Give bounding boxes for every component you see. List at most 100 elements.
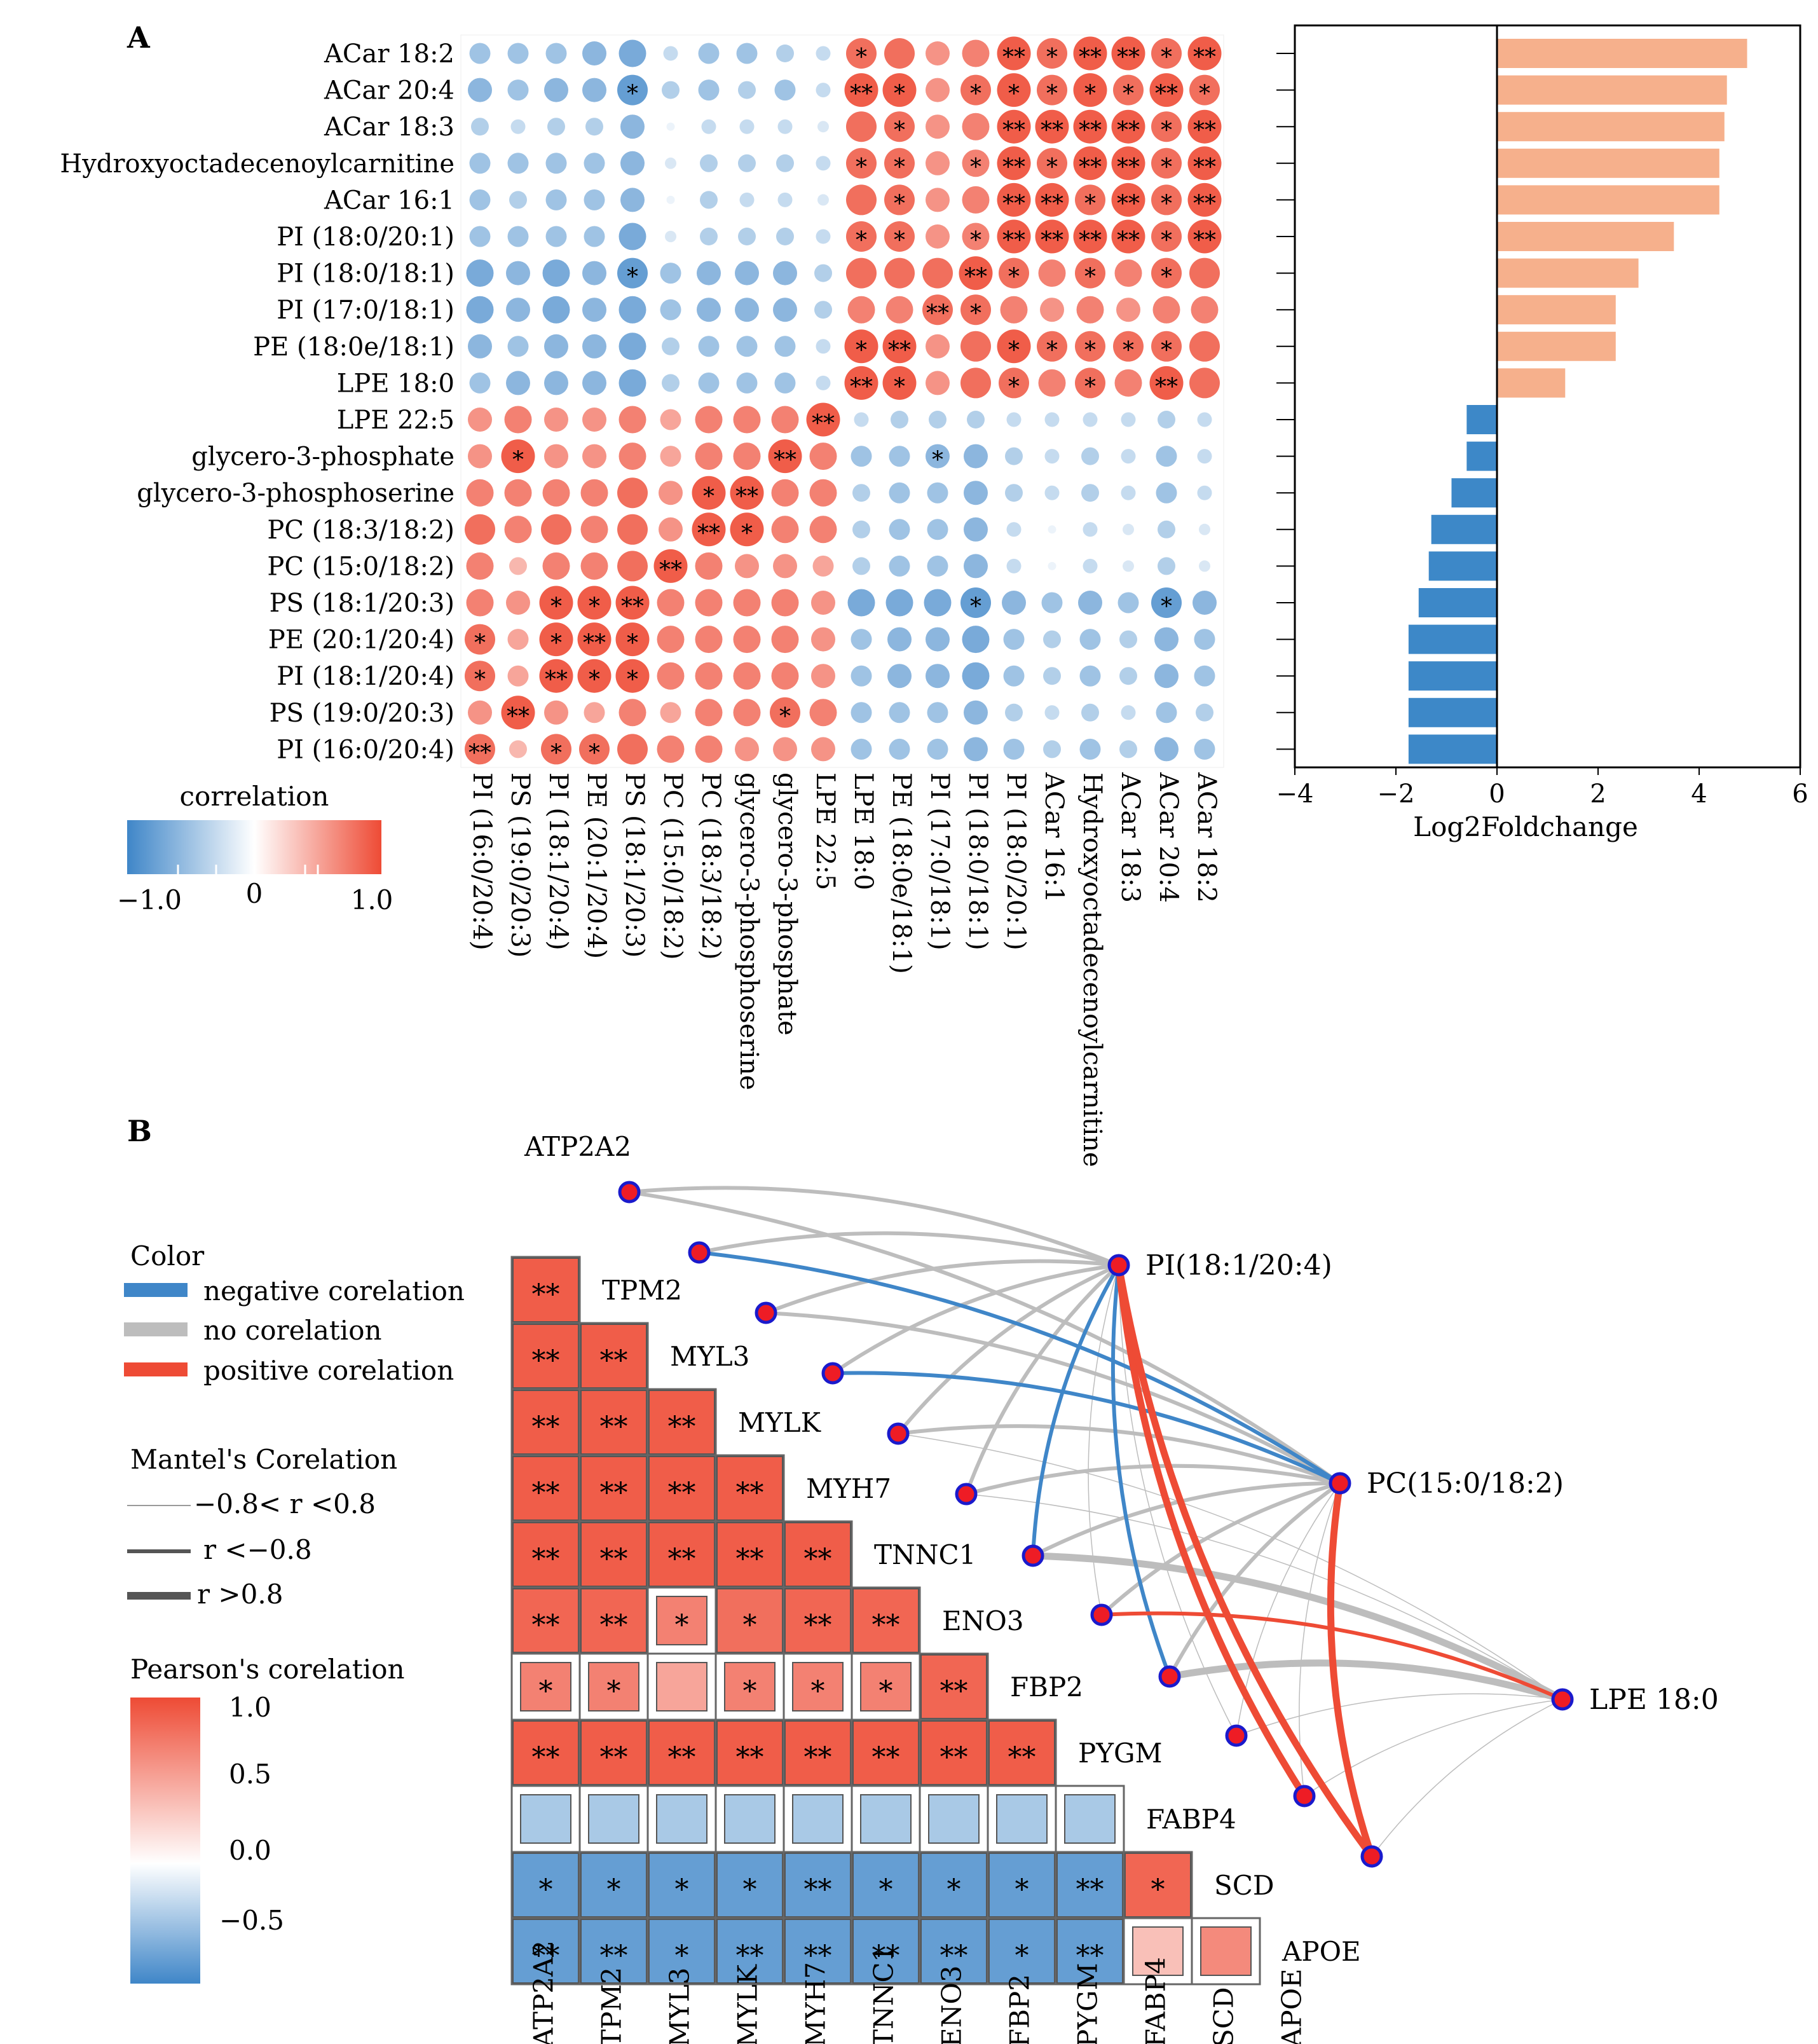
row-label: PI (18:0/20:1) (277, 223, 454, 252)
correlation-dot (584, 226, 605, 247)
significance-star: * (512, 448, 524, 474)
correlation-dot (544, 78, 568, 102)
correlation-dot (1003, 738, 1025, 760)
correlation-dot (695, 442, 723, 470)
correlation-dot (773, 554, 797, 579)
correlation-dot (466, 259, 494, 287)
matrix-star: * (675, 1940, 689, 1972)
correlation-dot (698, 336, 720, 357)
correlation-dot (465, 734, 495, 765)
gene-node (1022, 1544, 1044, 1567)
correlation-dot (964, 444, 988, 469)
significance-star: * (1161, 118, 1172, 144)
correlation-dot (1123, 523, 1134, 535)
significance-star: ** (1041, 228, 1063, 254)
correlation-dot (1197, 449, 1212, 464)
mantel-edge (1029, 1552, 1566, 1703)
correlation-dot (739, 192, 755, 207)
mantel-edge (764, 1259, 1121, 1315)
x-tick-label: 2 (1590, 779, 1606, 809)
fold-change-bar (1466, 441, 1497, 471)
correlation-dot (926, 444, 950, 469)
matrix-cell (792, 1662, 844, 1711)
fold-change-bar (1497, 331, 1616, 361)
correlation-dot (852, 484, 870, 502)
correlation-dot (469, 226, 491, 247)
significance-star: * (550, 631, 562, 657)
matrix-cell (588, 1794, 639, 1844)
mantel-edge (831, 1263, 1121, 1375)
correlation-dot (884, 38, 915, 69)
correlation-dot (738, 228, 756, 245)
row-label: PC (15:0/18:2) (267, 552, 454, 581)
correlation-dot (1194, 738, 1215, 760)
significance-star: * (1008, 338, 1020, 364)
correlation-dot (771, 406, 799, 434)
matrix-star: ** (804, 1609, 832, 1642)
row-label: LPE 18:0 (337, 369, 454, 398)
correlation-dot (1038, 259, 1066, 287)
correlation-dot (926, 627, 950, 652)
significance-star: * (856, 154, 867, 181)
mantel-network-edges (627, 1186, 1566, 1860)
correlation-dot (1154, 627, 1179, 652)
row-label: PI (18:1/20:4) (277, 662, 454, 691)
correlation-dot (811, 627, 835, 652)
mantel-edge (896, 1263, 1121, 1436)
correlation-dot (1191, 296, 1219, 324)
correlation-dot (736, 372, 758, 394)
correlation-dot (1044, 412, 1060, 427)
correlation-dot (585, 118, 603, 136)
correlation-dot (662, 337, 680, 355)
fold-change-bar (1497, 222, 1674, 251)
significance-star: ** (1002, 154, 1025, 181)
correlation-dot (967, 411, 985, 429)
correlation-dot (468, 334, 492, 359)
correlation-dot (884, 184, 915, 216)
mantel-edge (1115, 1261, 1308, 1800)
correlation-dot (964, 737, 988, 762)
significance-star: ** (1117, 45, 1140, 71)
gene-node (755, 1301, 777, 1324)
correlation-dot (960, 331, 991, 362)
correlation-dot (816, 83, 831, 98)
significance-star: * (1084, 374, 1096, 400)
significance-star: * (1046, 338, 1058, 364)
correlation-dot (1075, 184, 1105, 216)
fold-change-bar (1466, 405, 1497, 434)
matrix-star: ** (804, 1940, 832, 1972)
correlation-dot (620, 188, 645, 212)
correlation-dot (507, 336, 529, 357)
fold-change-bar (1408, 661, 1497, 691)
mantel-thick-label: r >0.8 (197, 1579, 283, 1610)
significance-star: * (1084, 264, 1096, 291)
correlation-dot (577, 586, 612, 620)
matrix-cell (648, 1919, 715, 1984)
matrix-cell (852, 1588, 919, 1653)
matrix-cell (988, 1853, 1055, 1917)
matrix-star: * (811, 1675, 825, 1708)
column-label: LPE 22:5 (810, 772, 840, 890)
matrix-cell (1056, 1919, 1123, 1984)
row-label: PI (18:0/18:1) (277, 259, 454, 289)
correlation-dot (1187, 36, 1222, 71)
significance-star: * (1161, 264, 1172, 291)
mantel-edge (1327, 1479, 1376, 1860)
x-axis-label: Log2Foldchange (1413, 811, 1638, 842)
matrix-star: ** (668, 1741, 696, 1774)
correlation-dot (1083, 522, 1098, 537)
correlation-dot (695, 589, 723, 617)
matrix-cell (996, 1794, 1048, 1844)
correlation-dot (964, 554, 988, 579)
correlation-dot (889, 738, 910, 760)
matrix-star: ** (872, 1741, 900, 1774)
significance-star: * (856, 45, 867, 71)
matrix-star: ** (600, 1411, 628, 1443)
positive-swatch (124, 1362, 188, 1376)
correlation-dot (736, 43, 758, 64)
correlation-dot (1111, 36, 1145, 71)
correlation-dot (1037, 331, 1067, 362)
significance-star: * (1084, 338, 1096, 364)
correlation-dot (1156, 446, 1177, 467)
